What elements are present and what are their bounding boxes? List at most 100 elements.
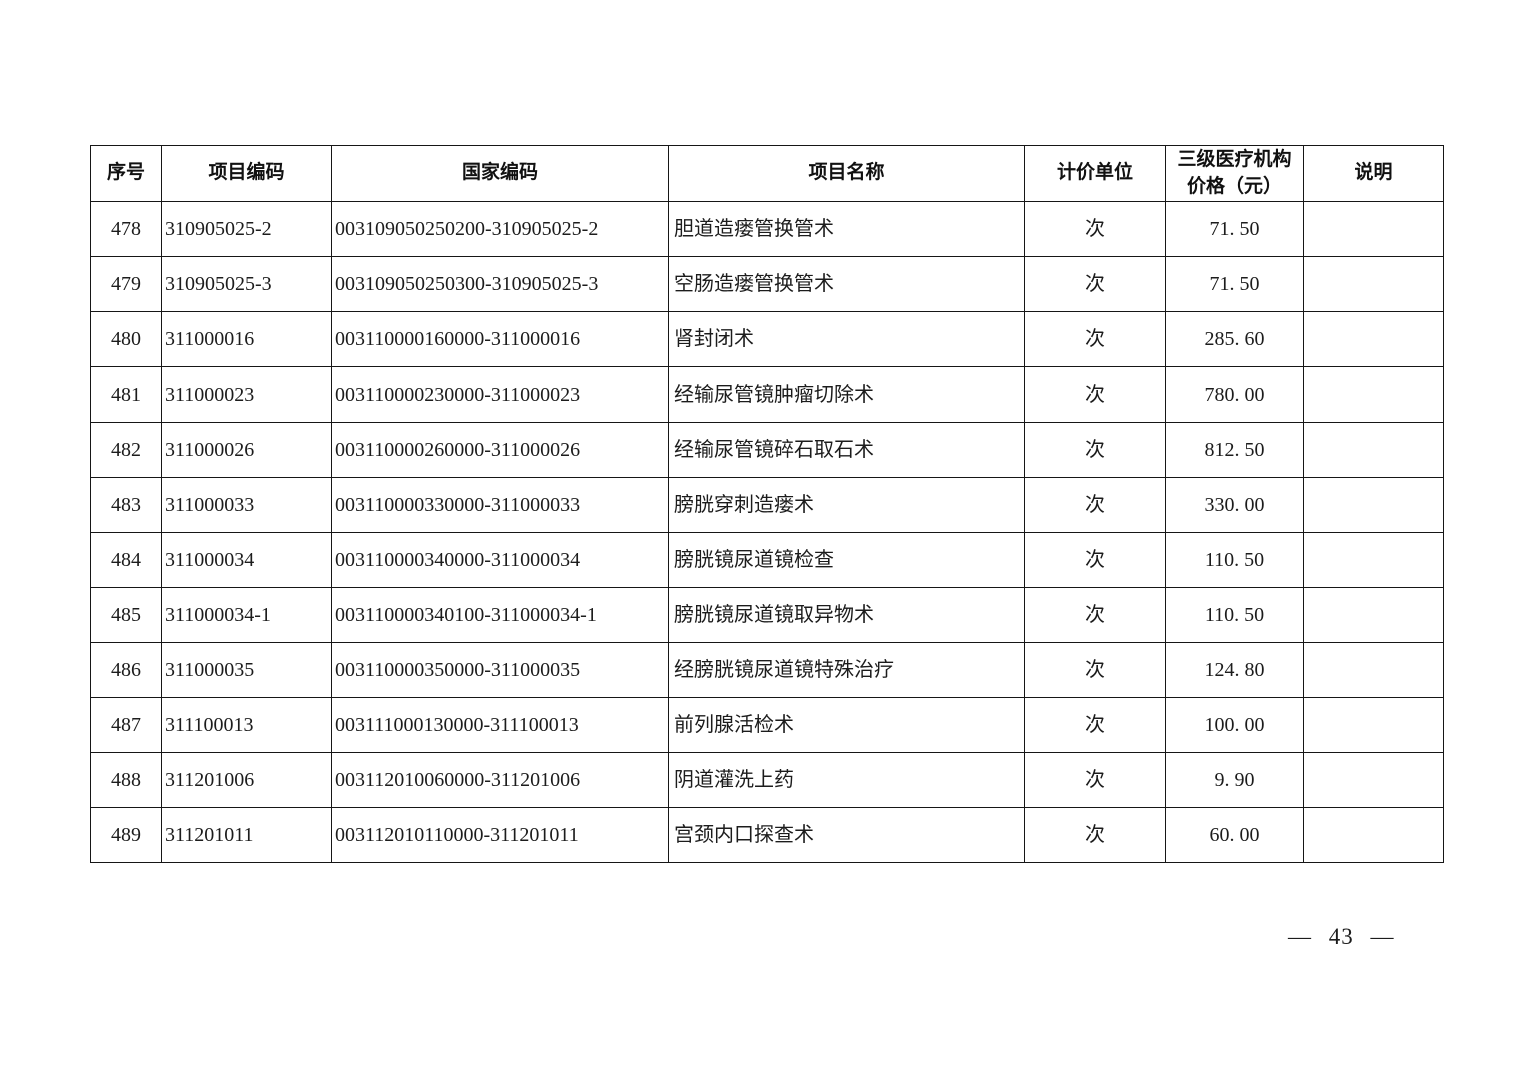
- cell-unit: 次: [1024, 807, 1166, 864]
- cell-note: [1303, 366, 1444, 423]
- header-cell-seq: 序号: [90, 144, 162, 203]
- cell-note: [1303, 697, 1444, 754]
- cell-project-code: 311000026: [161, 421, 332, 478]
- cell-price: 124. 80: [1165, 641, 1304, 699]
- cell-seq: 487: [90, 697, 162, 754]
- cell-unit: 次: [1024, 641, 1166, 699]
- price-table-container: 序号 项目编码 国家编码 项目名称 计价单位 三级医疗机构 价格（元） 说明 4…: [90, 144, 1444, 864]
- cell-project-code: 311000023: [161, 366, 332, 423]
- cell-name: 膀胱镜尿道镜检查: [668, 531, 1025, 588]
- cell-seq: 485: [90, 586, 162, 643]
- cell-national-code: 003110000330000-311000033: [331, 476, 669, 533]
- cell-seq: 480: [90, 311, 162, 368]
- cell-name: 胆道造瘘管换管术: [668, 201, 1025, 258]
- cell-unit: 次: [1024, 311, 1166, 368]
- table-row: 483 311000033 003110000330000-311000033 …: [90, 476, 1444, 533]
- cell-note: [1303, 256, 1444, 313]
- cell-price: 780. 00: [1165, 366, 1304, 423]
- header-cell-price: 三级医疗机构 价格（元）: [1165, 144, 1304, 203]
- page-number: — 43 —: [1288, 924, 1395, 949]
- cell-seq: 484: [90, 531, 162, 588]
- table-row: 484 311000034 003110000340000-311000034 …: [90, 531, 1444, 588]
- cell-note: [1303, 807, 1444, 864]
- cell-seq: 478: [90, 201, 162, 258]
- table-row: 486 311000035 003110000350000-311000035 …: [90, 641, 1444, 699]
- table-row: 478 310905025-2 003109050250200-31090502…: [90, 201, 1444, 258]
- cell-national-code: 003112010060000-311201006: [331, 752, 669, 809]
- cell-price: 9. 90: [1165, 752, 1304, 809]
- cell-price: 110. 50: [1165, 531, 1304, 588]
- cell-price: 71. 50: [1165, 201, 1304, 258]
- table-row: 489 311201011 003112010110000-311201011 …: [90, 807, 1444, 864]
- header-cell-unit: 计价单位: [1024, 144, 1166, 203]
- cell-unit: 次: [1024, 752, 1166, 809]
- cell-unit: 次: [1024, 531, 1166, 588]
- cell-price: 285. 60: [1165, 311, 1304, 368]
- cell-project-code: 311000033: [161, 476, 332, 533]
- cell-national-code: 003110000340000-311000034: [331, 531, 669, 588]
- cell-unit: 次: [1024, 586, 1166, 643]
- cell-name: 阴道灌洗上药: [668, 752, 1025, 809]
- cell-note: [1303, 752, 1444, 809]
- header-cell-national-code: 国家编码: [331, 144, 669, 203]
- table-row: 481 311000023 003110000230000-311000023 …: [90, 366, 1444, 423]
- cell-project-code: 311000034-1: [161, 586, 332, 643]
- cell-name: 宫颈内口探查术: [668, 807, 1025, 864]
- header-cell-note: 说明: [1303, 144, 1444, 203]
- cell-national-code: 003110000230000-311000023: [331, 366, 669, 423]
- cell-price: 812. 50: [1165, 421, 1304, 478]
- cell-name: 经输尿管镜碎石取石术: [668, 421, 1025, 478]
- cell-national-code: 003110000340100-311000034-1: [331, 586, 669, 643]
- cell-name: 经输尿管镜肿瘤切除术: [668, 366, 1025, 423]
- cell-unit: 次: [1024, 201, 1166, 258]
- cell-note: [1303, 586, 1444, 643]
- cell-seq: 483: [90, 476, 162, 533]
- header-cell-name: 项目名称: [668, 144, 1025, 203]
- table-row: 480 311000016 003110000160000-311000016 …: [90, 311, 1444, 368]
- cell-note: [1303, 476, 1444, 533]
- cell-unit: 次: [1024, 366, 1166, 423]
- cell-project-code: 310905025-3: [161, 256, 332, 313]
- cell-name: 空肠造瘘管换管术: [668, 256, 1025, 313]
- table-row: 479 310905025-3 003109050250300-31090502…: [90, 256, 1444, 313]
- cell-name: 膀胱穿刺造瘘术: [668, 476, 1025, 533]
- cell-project-code: 311201011: [161, 807, 332, 864]
- cell-national-code: 003111000130000-311100013: [331, 697, 669, 754]
- cell-seq: 486: [90, 641, 162, 699]
- header-cell-project-code: 项目编码: [161, 144, 332, 203]
- cell-note: [1303, 421, 1444, 478]
- cell-name: 肾封闭术: [668, 311, 1025, 368]
- cell-unit: 次: [1024, 476, 1166, 533]
- cell-note: [1303, 531, 1444, 588]
- table-row: 485 311000034-1 003110000340100-31100003…: [90, 586, 1444, 643]
- cell-name: 经膀胱镜尿道镜特殊治疗: [668, 641, 1025, 699]
- cell-name: 前列腺活检术: [668, 697, 1025, 754]
- price-table: 序号 项目编码 国家编码 项目名称 计价单位 三级医疗机构 价格（元） 说明 4…: [90, 144, 1444, 864]
- cell-seq: 481: [90, 366, 162, 423]
- cell-national-code: 003112010110000-311201011: [331, 807, 669, 864]
- cell-note: [1303, 641, 1444, 699]
- cell-project-code: 311100013: [161, 697, 332, 754]
- cell-project-code: 310905025-2: [161, 201, 332, 258]
- cell-national-code: 003110000260000-311000026: [331, 421, 669, 478]
- table-body: 478 310905025-2 003109050250200-31090502…: [90, 201, 1444, 864]
- table-row: 487 311100013 003111000130000-311100013 …: [90, 697, 1444, 754]
- table-row: 482 311000026 003110000260000-311000026 …: [90, 421, 1444, 478]
- cell-national-code: 003110000350000-311000035: [331, 641, 669, 699]
- cell-seq: 479: [90, 256, 162, 313]
- cell-name: 膀胱镜尿道镜取异物术: [668, 586, 1025, 643]
- table-row: 488 311201006 003112010060000-311201006 …: [90, 752, 1444, 809]
- cell-project-code: 311000034: [161, 531, 332, 588]
- cell-project-code: 311000035: [161, 641, 332, 699]
- cell-project-code: 311201006: [161, 752, 332, 809]
- cell-note: [1303, 201, 1444, 258]
- cell-price: 71. 50: [1165, 256, 1304, 313]
- cell-price: 100. 00: [1165, 697, 1304, 754]
- cell-unit: 次: [1024, 256, 1166, 313]
- cell-price: 60. 00: [1165, 807, 1304, 864]
- header-row: 序号 项目编码 国家编码 项目名称 计价单位 三级医疗机构 价格（元） 说明: [90, 144, 1444, 203]
- cell-unit: 次: [1024, 697, 1166, 754]
- cell-seq: 489: [90, 807, 162, 864]
- cell-seq: 488: [90, 752, 162, 809]
